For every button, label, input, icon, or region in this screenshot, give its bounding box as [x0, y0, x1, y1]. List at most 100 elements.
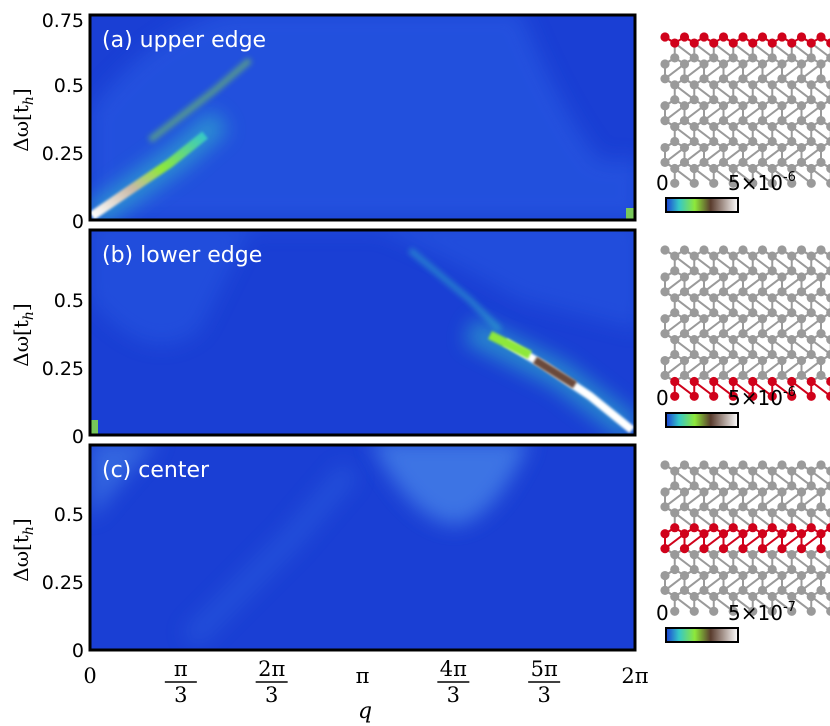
lattice-atom: [709, 550, 719, 560]
lattice-atom: [738, 245, 748, 255]
lattice-atom: [728, 376, 738, 387]
lattice-atom: [679, 116, 690, 126]
lattice-atom: [679, 272, 690, 282]
lattice-atom: [777, 570, 787, 581]
lattice-atom: [748, 550, 758, 560]
lattice-atom: [689, 178, 699, 188]
lattice-atom: [787, 53, 797, 63]
lattice-atom: [718, 59, 729, 69]
lattice-atom: [757, 502, 768, 512]
lattice-atom: [787, 266, 797, 276]
lattice-atom: [777, 272, 787, 282]
lattice-atom: [806, 591, 816, 602]
lattice-atom: [777, 287, 787, 297]
lattice-atom: [689, 564, 699, 575]
colorbar-max-label: 5×10: [728, 386, 783, 410]
y-tick-label: 0.25: [42, 143, 84, 165]
svg-text:3: 3: [265, 683, 278, 707]
lattice-atom: [806, 122, 816, 132]
lattice-atom: [777, 370, 787, 380]
lattice-atom: [796, 355, 807, 366]
lattice-atom: [689, 53, 699, 63]
lattice-atom: [728, 606, 738, 616]
lattice-atom: [826, 293, 830, 303]
lattice-atom: [738, 272, 748, 282]
colorbar-min-label: 0: [656, 601, 669, 625]
lattice-atom: [767, 80, 777, 90]
lattice-atom: [670, 308, 680, 318]
lattice-atom: [689, 466, 699, 476]
lattice-atom: [709, 136, 719, 147]
lattice-atom: [738, 32, 748, 42]
lattice-atom: [796, 502, 807, 512]
colorbar-exponent: -6: [783, 170, 796, 185]
lattice-atom: [748, 606, 758, 616]
lattice-atom: [767, 481, 777, 491]
lattice-atom: [816, 59, 826, 69]
colorbar-a-bar: [665, 197, 739, 213]
lattice-atom: [816, 74, 826, 84]
y-tick-label: 0.25: [42, 358, 84, 380]
lattice-atom: [777, 59, 787, 69]
continuum-b: [90, 230, 635, 345]
lattice-atom: [689, 391, 699, 401]
lattice-atom: [816, 570, 826, 581]
lattice-atom: [826, 266, 830, 276]
lattice-atom: [787, 523, 797, 533]
svg-text:3: 3: [447, 683, 460, 707]
colorbar-max-label: 5×10: [728, 171, 783, 195]
lattice-atom: [738, 314, 748, 324]
lattice-atom: [718, 272, 729, 282]
lattice-atom: [728, 564, 738, 575]
lattice-atom: [796, 529, 807, 539]
lattice-atom: [728, 80, 738, 90]
lattice-atom: [738, 544, 748, 554]
lattice-atom: [796, 370, 807, 380]
lattice-atom: [709, 349, 719, 360]
lattice-atom: [699, 287, 709, 297]
corner-spot-b: [90, 420, 98, 435]
lattice-atom: [816, 272, 826, 282]
lattice-atom: [816, 487, 826, 497]
svg-text:5×10-6: 5×10-6: [728, 385, 796, 410]
lattice-atom: [806, 266, 816, 276]
lattice-atom: [826, 95, 830, 105]
panel-c: (c) center 0.5 0.25 0 Δω[th]: [9, 443, 637, 662]
lattice-atom: [660, 32, 670, 42]
lattice-atom: [787, 564, 797, 575]
lattice-atom: [689, 349, 699, 360]
lattice-atom: [679, 142, 690, 153]
lattice-atom: [660, 157, 670, 167]
lattice-atom: [787, 136, 797, 147]
lattice-atom: [777, 74, 787, 84]
lattice-atom: [767, 466, 777, 476]
colorbar-b: 0 5×10-6: [656, 385, 796, 428]
lattice-atom: [709, 376, 719, 387]
lattice-atom: [670, 550, 680, 560]
lattice-atom: [679, 157, 690, 167]
lattice-atom: [709, 53, 719, 63]
lattice-atom: [777, 314, 787, 324]
lattice-atom: [796, 544, 807, 554]
lattice-atom: [767, 523, 777, 533]
y-ticks-c: 0.5 0.25 0: [42, 504, 84, 662]
lattice-atom: [718, 245, 729, 255]
lattice-atom: [679, 502, 690, 512]
lattice-atom: [826, 591, 830, 601]
lattice-atom: [689, 376, 699, 387]
lattice-atom: [738, 529, 748, 539]
lattice-atom: [718, 142, 729, 153]
lattice-atom: [728, 308, 738, 318]
lattice-atom: [670, 163, 680, 174]
lattice-atom: [689, 481, 699, 491]
lattice-atom: [767, 293, 777, 303]
lattice-atom: [738, 287, 748, 297]
lattice-atom: [660, 314, 670, 324]
y-tick-label: 0.5: [54, 290, 84, 312]
lattice-atom: [787, 308, 797, 318]
lattice-atom: [787, 251, 797, 261]
svg-text:5×10-7: 5×10-7: [728, 600, 796, 625]
svg-text:π: π: [356, 664, 370, 688]
lattice-atom: [679, 329, 690, 339]
lattice-atom: [718, 570, 729, 581]
